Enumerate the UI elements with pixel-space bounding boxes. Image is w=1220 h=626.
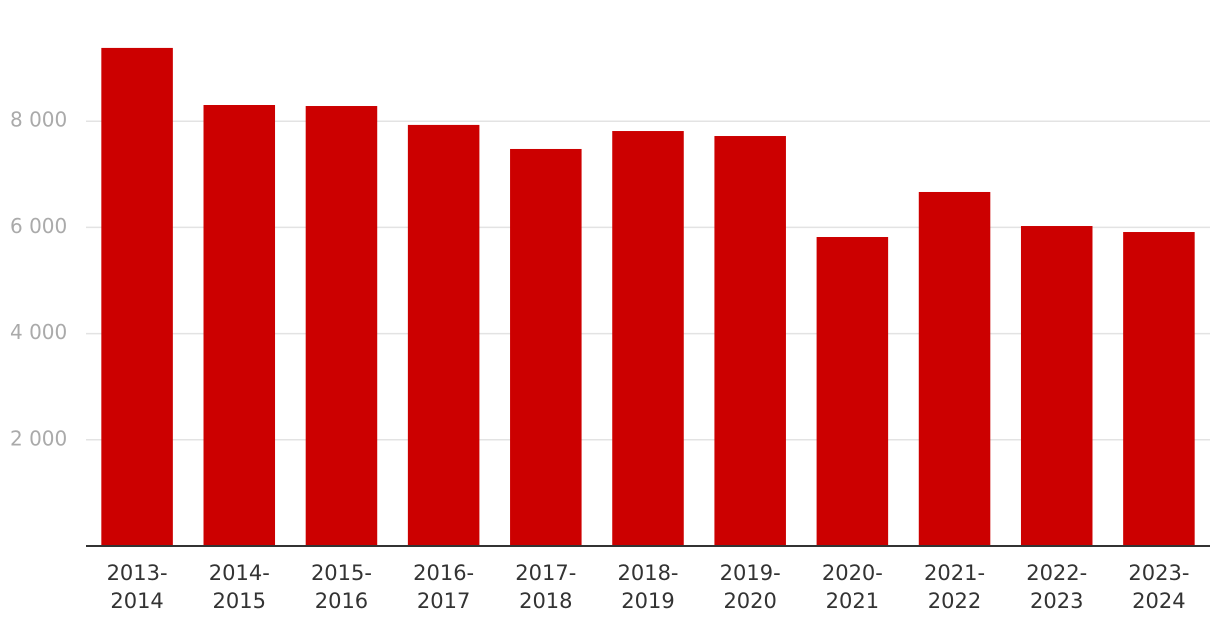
- bar: [1123, 232, 1195, 546]
- y-tick-label: 4 000: [10, 320, 67, 344]
- y-tick-label: 8 000: [10, 108, 67, 132]
- x-tick-label: 2020-2021: [821, 561, 883, 613]
- bar: [305, 106, 378, 546]
- x-tick-label: 2013-2014: [106, 561, 168, 613]
- x-tick-label: 2014-2015: [208, 561, 270, 613]
- bar: [1020, 226, 1093, 546]
- x-tick-label: 2018-2019: [617, 561, 679, 613]
- x-tick-label: 2017-2018: [515, 561, 577, 613]
- bar: [612, 131, 684, 546]
- bar: [918, 191, 991, 546]
- y-tick-label: 2 000: [10, 426, 67, 450]
- x-tick-label: 2022-2023: [1026, 561, 1088, 613]
- x-tick-label: 2019-2020: [719, 561, 781, 613]
- bar: [714, 136, 786, 546]
- bar: [407, 124, 480, 547]
- x-tick-label: 2015-2016: [310, 561, 372, 613]
- x-tick-label: 2023-2024: [1128, 561, 1190, 613]
- bar: [101, 47, 173, 547]
- bar: [510, 148, 582, 546]
- bar: [203, 105, 276, 546]
- x-tick-label: 2021-2022: [924, 561, 986, 613]
- y-tick-label: 6 000: [10, 214, 67, 238]
- bar: [816, 237, 889, 546]
- x-tick-label: 2016-2017: [413, 561, 475, 613]
